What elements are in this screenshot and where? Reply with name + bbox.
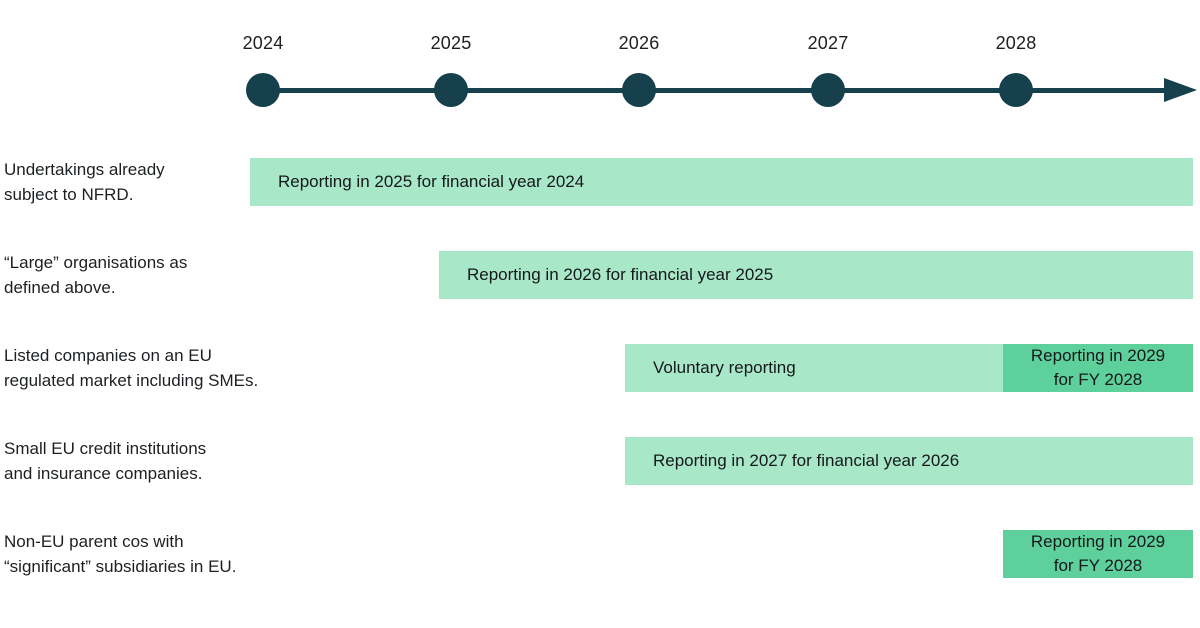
timeline-dot-2028 — [999, 73, 1033, 107]
year-tick-2024: 2024 — [242, 33, 284, 53]
timeline-dot-2026 — [622, 73, 656, 107]
row-label-non-eu-parents: Non-EU parent cos with “significant” sub… — [4, 532, 237, 576]
year-tick-2025: 2025 — [430, 33, 472, 53]
timeline-bar-listed-fy2028: Reporting in 2029 for FY 2028 — [1003, 344, 1193, 392]
timeline-bar-large-orgs: Reporting in 2026 for financial year 202… — [439, 251, 1193, 299]
year-tick-2028: 2028 — [995, 33, 1037, 53]
timeline-bar-nfrd: Reporting in 2025 for financial year 202… — [250, 158, 1193, 206]
year-tick-2027: 2027 — [807, 33, 849, 53]
timeline-dot-2027 — [811, 73, 845, 107]
timeline-bar-non-eu-fy2028: Reporting in 2029 for FY 2028 — [1003, 530, 1193, 578]
row-label-listed-companies: Listed companies on an EU regulated mark… — [4, 346, 259, 390]
row-label-credit-institutions: Small EU credit institutions and insuran… — [4, 439, 207, 483]
timeline-dot-2025 — [434, 73, 468, 107]
timeline-arrowhead-icon — [1164, 78, 1197, 102]
year-tick-2026: 2026 — [618, 33, 660, 53]
row-label-nfrd-undertakings: Undertakings already subject to NFRD. — [4, 160, 165, 204]
timeline-dot-2024 — [246, 73, 280, 107]
row-label-large-organisations: “Large” organisations as defined above. — [4, 253, 188, 297]
timeline-bar-voluntary: Voluntary reporting — [625, 344, 1003, 392]
timeline-bar-credit-institutions: Reporting in 2027 for financial year 202… — [625, 437, 1193, 485]
timeline-line — [263, 88, 1165, 93]
